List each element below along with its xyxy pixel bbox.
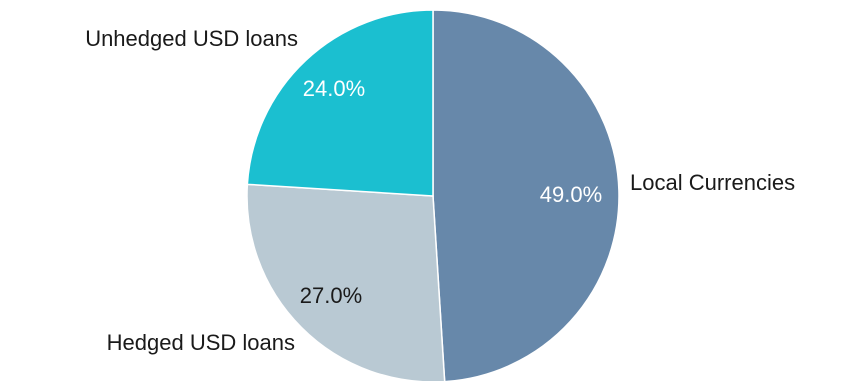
slice-category-label-local-currencies: Local Currencies	[630, 170, 795, 195]
slice-category-label-hedged-usd-loans: Hedged USD loans	[107, 330, 295, 355]
slice-value-label-unhedged-usd-loans: 24.0%	[303, 76, 365, 101]
pie-slice-hedged-usd-loans	[246, 183, 446, 381]
slice-category-label-unhedged-usd-loans: Unhedged USD loans	[85, 26, 298, 51]
pie-slice-unhedged-usd-loans	[246, 9, 434, 197]
pie-slices	[246, 9, 620, 381]
slice-value-label-local-currencies: 49.0%	[540, 182, 602, 207]
slice-value-label-hedged-usd-loans: 27.0%	[300, 283, 362, 308]
pie-slice-local-currencies	[432, 9, 620, 381]
pie-labels: 49.0% 27.0% 24.0% Local Currencies Hedge…	[85, 26, 795, 355]
